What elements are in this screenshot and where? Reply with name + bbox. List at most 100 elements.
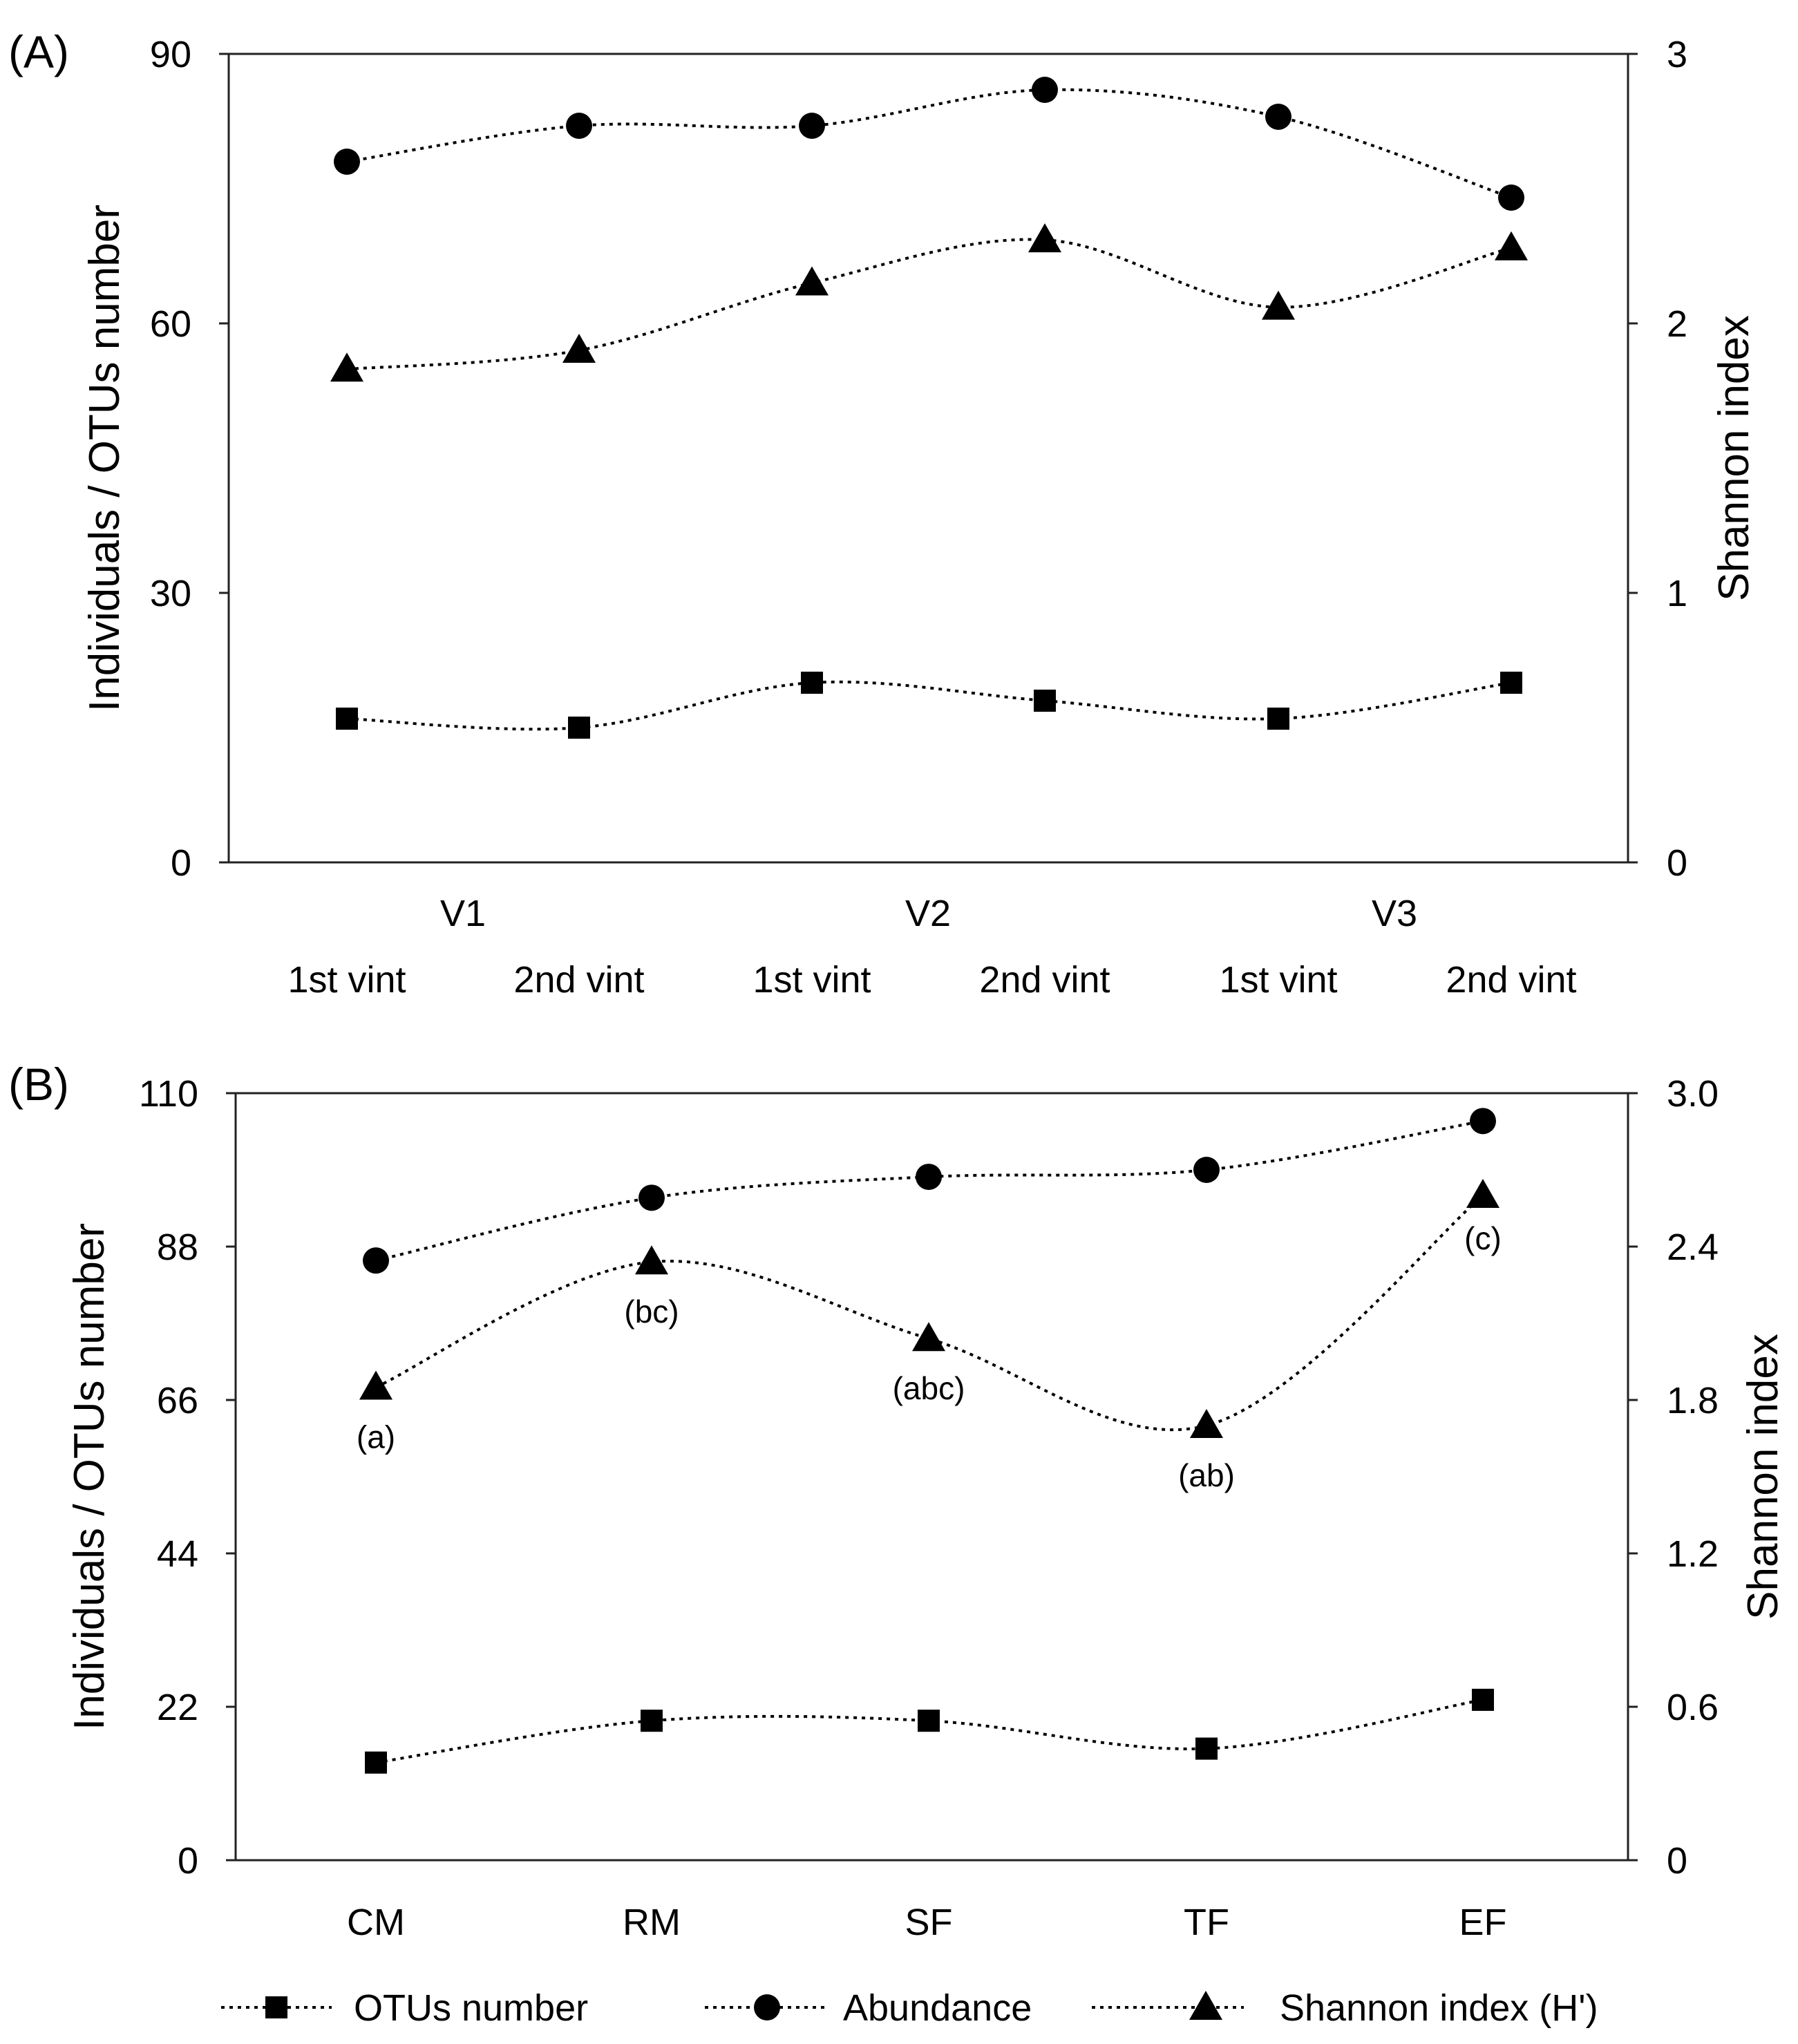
panel-b-series [359,1108,1499,1774]
left-tick-label: 66 [157,1380,198,1421]
data-point-otus [336,708,358,730]
left-tick-label: 44 [157,1533,198,1575]
panel-a-left-axis: 0 30 60 90 [150,34,229,884]
series-otus [336,672,1522,739]
data-point-shannon [1262,290,1295,320]
x-group-label: V2 [905,893,951,934]
series-abundance [334,77,1524,211]
data-point-otus [641,1710,663,1732]
data-point-abundance [638,1184,665,1211]
data-point-shannon [359,1370,392,1400]
panel-b-plot-frame [234,1092,1629,1862]
x-category-label: 1st vint [753,959,871,1001]
legend-item-otus: OTUs number [221,1987,588,2029]
data-point-abundance [566,113,592,139]
data-point-otus [365,1751,387,1774]
panel-a-label: (A) [8,26,69,77]
significance-label: (bc) [624,1294,679,1329]
data-point-shannon [1466,1179,1499,1208]
legend-label-otus: OTUs number [354,1987,588,2029]
data-point-otus [801,672,823,694]
data-point-abundance [1193,1157,1220,1183]
significance-label: (ab) [1178,1457,1235,1493]
data-point-abundance [334,149,360,175]
panel-a-right-axis: 0 1 2 3 [1628,34,1687,884]
panel-a-x-axis: 1st vint 2nd vint 1st vint 2nd vint 1st vint… [287,893,1576,1001]
significance-label: (a) [357,1419,395,1455]
left-tick-label: 0 [171,842,191,884]
panel-b-chart: (B) 0 22 44 66 88 110 0 0.6 1.2 1.8 2.4 3.0 CM RM SF… [8,1059,1787,1943]
x-category-label: RM [623,1902,681,1943]
x-group-label: V3 [1372,893,1417,934]
data-point-shannon [795,266,829,296]
legend: OTUs number Abundance Shannon index (H') [221,1987,1598,2029]
series-line-shannon [346,238,1512,371]
data-point-otus [1034,690,1056,712]
left-tick-label: 22 [157,1687,198,1728]
left-tick-label: 90 [150,34,191,75]
data-point-abundance [916,1164,942,1191]
left-tick-label: 0 [178,1840,198,1882]
legend-item-abundance: Abundance [705,1987,1032,2029]
panel-b-left-axis-title: Individuals / OTUs number [66,1223,113,1730]
data-point-otus [918,1710,940,1732]
x-category-label: 1st vint [287,959,406,1001]
data-point-shannon [1495,231,1528,261]
data-point-abundance [363,1247,389,1274]
panel-b-left-axis: 0 22 44 66 88 110 [139,1073,236,1882]
series-line-abundance [375,1119,1484,1262]
x-category-label: TF [1184,1902,1229,1943]
data-point-shannon [1190,1409,1223,1438]
series-shannon [330,223,1528,382]
panel-a-series [330,77,1528,739]
x-category-label: CM [347,1902,405,1943]
legend-marker-otus [265,1996,287,2018]
right-tick-label: 3 [1667,34,1687,75]
data-point-otus [1472,1688,1494,1711]
right-tick-label: 0 [1667,1840,1687,1882]
series-line-abundance [346,88,1512,199]
right-tick-label: 3.0 [1667,1073,1719,1115]
data-point-abundance [1498,184,1524,211]
legend-marker-shannon [1189,1991,1222,2020]
right-tick-label: 2.4 [1667,1227,1719,1268]
x-category-label: SF [905,1902,952,1943]
panel-b-right-axis: 0 0.6 1.2 1.8 2.4 3.0 [1628,1073,1719,1882]
data-point-abundance [1265,104,1291,130]
data-point-abundance [1032,77,1058,103]
panel-a-right-axis-title: Shannon index [1710,315,1758,601]
right-tick-label: 0.6 [1667,1687,1719,1728]
series-otus [365,1688,1494,1774]
x-category-label: 2nd vint [979,959,1110,1001]
left-tick-label: 88 [157,1227,198,1268]
x-category-label: 2nd vint [1446,959,1576,1001]
right-tick-label: 1.8 [1667,1380,1719,1421]
series-abundance [363,1108,1496,1274]
x-category-label: 2nd vint [513,959,644,1001]
data-point-otus [1267,708,1289,730]
left-tick-label: 60 [150,303,191,345]
right-tick-label: 0 [1667,842,1687,884]
left-tick-label: 110 [139,1073,198,1115]
right-tick-label: 2 [1667,303,1687,345]
panel-b-annotations: (a) (bc) (abc) (ab) (c) [357,1220,1502,1493]
data-point-otus [1195,1737,1218,1760]
data-point-shannon [635,1245,668,1275]
series-line-otus [346,680,1512,731]
data-point-shannon [1028,223,1061,253]
legend-label-shannon: Shannon index (H') [1280,1987,1598,2029]
panel-a-left-axis-title: Individuals / OTUs number [81,205,129,712]
data-point-abundance [799,113,825,139]
right-tick-label: 1.2 [1667,1533,1719,1575]
x-category-label: EF [1459,1902,1506,1943]
right-tick-label: 1 [1667,573,1687,614]
data-point-shannon [330,352,363,382]
panel-b-x-axis: CM RM SF TF EF [347,1902,1507,1943]
significance-label: (abc) [893,1370,965,1406]
data-point-otus [1500,672,1522,694]
panel-b-right-axis-title: Shannon index [1739,1334,1787,1620]
legend-item-shannon: Shannon index (H') [1092,1987,1598,2029]
